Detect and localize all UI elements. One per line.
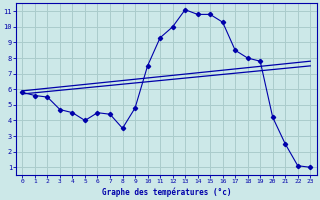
X-axis label: Graphe des températures (°c): Graphe des températures (°c) xyxy=(101,187,231,197)
